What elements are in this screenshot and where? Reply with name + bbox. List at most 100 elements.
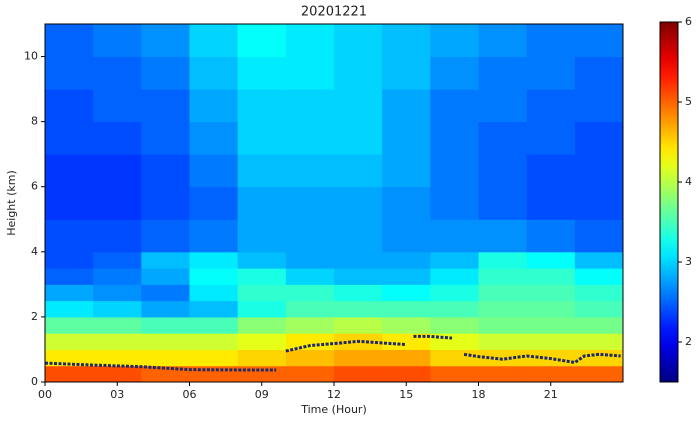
colorbar-tick-label: 2	[685, 335, 692, 348]
heat-cell	[430, 251, 479, 269]
heat-cell	[382, 56, 431, 90]
heat-cell	[430, 349, 479, 367]
heat-cell	[141, 219, 190, 253]
heat-cell	[285, 219, 335, 253]
boundary-layer-line	[44, 334, 621, 372]
heat-cell	[141, 251, 190, 269]
y-tick-label: 4	[31, 245, 38, 258]
heat-cell	[141, 89, 190, 123]
heat-cell	[285, 24, 335, 58]
x-tick-label: 12	[327, 388, 341, 401]
heat-cell	[141, 24, 190, 58]
heat-cell	[478, 56, 528, 90]
heat-cell	[189, 56, 239, 90]
y-axis-label: Height (km)	[5, 170, 18, 236]
heat-cell	[93, 251, 142, 269]
heat-cell	[93, 365, 142, 383]
heat-cell	[237, 89, 287, 123]
heat-cell	[189, 333, 239, 350]
heat-cell	[189, 154, 239, 188]
heat-cell	[334, 154, 383, 188]
heat-cell	[285, 365, 335, 383]
heat-cell	[45, 219, 94, 253]
heat-cell	[478, 186, 528, 220]
heat-cell	[141, 268, 190, 285]
heat-cell	[382, 365, 431, 383]
heat-cell	[45, 89, 94, 123]
heat-cell	[430, 56, 479, 90]
heat-cell	[526, 316, 576, 334]
x-tick-label: 15	[399, 388, 413, 401]
heat-cell	[382, 219, 431, 253]
heat-cell	[141, 349, 190, 367]
heat-cell	[189, 300, 239, 318]
heat-cell	[141, 154, 190, 188]
heat-cell	[334, 219, 383, 253]
heat-cell	[189, 24, 239, 58]
heat-cell	[478, 284, 528, 302]
heat-cell	[334, 349, 383, 367]
heat-cell	[382, 300, 431, 318]
heat-cell	[93, 24, 142, 58]
heat-cell	[45, 333, 94, 350]
heat-cell	[189, 219, 239, 253]
heat-cell	[189, 284, 239, 302]
x-tick-label: 21	[544, 388, 558, 401]
heat-cell	[334, 24, 383, 58]
heat-cell	[574, 121, 624, 155]
heat-cell	[526, 24, 576, 58]
heat-cell	[45, 251, 94, 269]
heat-cell	[93, 219, 142, 253]
heat-cell	[285, 333, 335, 350]
heat-cell	[93, 300, 142, 318]
colorbar-tick-label: 5	[685, 95, 692, 108]
heat-cell	[237, 56, 287, 90]
heat-cell	[237, 300, 287, 318]
heat-cell	[574, 186, 624, 220]
heat-cell	[93, 333, 142, 350]
heat-cell	[574, 284, 624, 302]
heat-cell	[478, 365, 528, 383]
heat-cell	[574, 251, 624, 269]
x-tick-label: 03	[110, 388, 124, 401]
heat-cell	[237, 284, 287, 302]
heat-cell	[237, 121, 287, 155]
chart-title: 20201221	[301, 5, 367, 20]
heat-cell	[478, 219, 528, 253]
heat-cell	[382, 89, 431, 123]
y-tick-label: 10	[24, 50, 38, 63]
heat-cell	[334, 89, 383, 123]
heat-cell	[189, 365, 239, 383]
heat-cell	[574, 24, 624, 58]
heat-cell	[526, 154, 576, 188]
heat-cell	[334, 316, 383, 334]
heat-cell	[526, 300, 576, 318]
heat-cell	[430, 284, 479, 302]
heat-cell	[574, 268, 624, 285]
heat-cell	[45, 349, 94, 367]
heat-cell	[237, 365, 287, 383]
heat-cell	[141, 333, 190, 350]
y-tick-label: 0	[31, 375, 38, 388]
heat-cell	[45, 24, 94, 58]
heat-cell	[526, 284, 576, 302]
heat-cell	[526, 121, 576, 155]
heat-cell	[478, 251, 528, 269]
heat-cell	[382, 121, 431, 155]
heat-cell	[93, 154, 142, 188]
heat-cell	[285, 154, 335, 188]
heat-cell	[93, 284, 142, 302]
heat-cell	[478, 300, 528, 318]
colorbar-tick-label: 3	[685, 255, 692, 268]
heat-cell	[285, 300, 335, 318]
heat-cell	[526, 251, 576, 269]
heat-cell	[93, 89, 142, 123]
heat-cell	[334, 251, 383, 269]
heat-cell	[574, 365, 624, 383]
x-tick-label: 18	[472, 388, 486, 401]
heat-cell	[526, 186, 576, 220]
heat-cell	[141, 56, 190, 90]
heat-cell	[189, 316, 239, 334]
y-tick-label: 8	[31, 115, 38, 128]
